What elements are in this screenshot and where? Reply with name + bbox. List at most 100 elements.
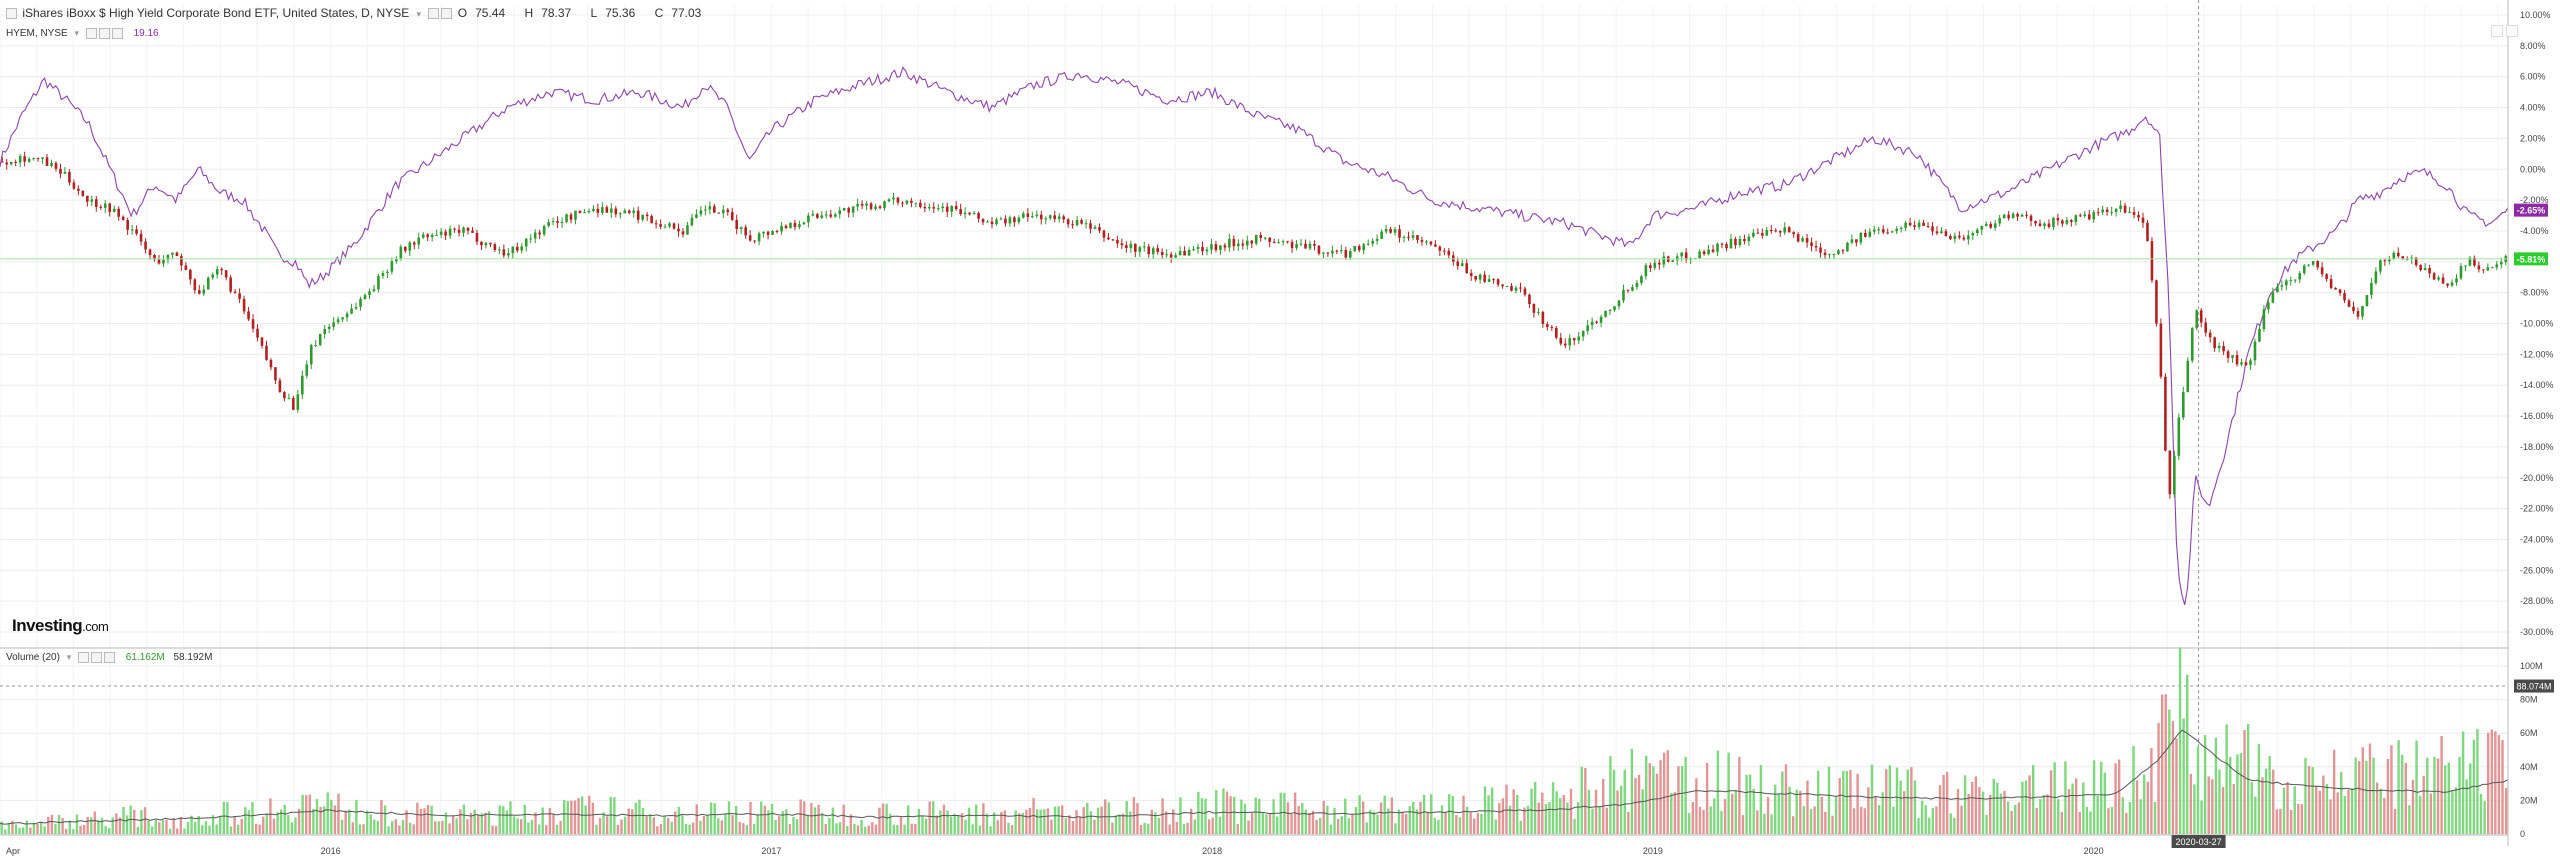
candle-body [2388,259,2391,262]
close-icon[interactable] [104,652,116,663]
volume-bar [1723,799,1727,834]
volume-bar [1831,815,1834,834]
volume-bar [2143,774,2146,834]
volume-bar [1265,814,1268,834]
maximize-icon[interactable] [2491,25,2503,37]
volume-bar [140,810,143,834]
candle-body [2329,279,2333,288]
candle-body [2128,212,2131,214]
candle-body [2186,360,2190,393]
volume-bar [1028,808,1032,834]
chevron-down-icon[interactable]: ▾ [74,28,79,39]
candle-body [959,209,962,215]
volume-bar [2006,801,2010,834]
volume-bar [727,801,731,834]
close-pane-icon[interactable] [2506,25,2518,37]
candle-body [27,158,31,162]
volume-bar [1394,823,1397,834]
candle-body [1519,287,1522,289]
candle-body [323,328,326,334]
candle-body [681,231,685,235]
eye-icon[interactable] [78,652,90,663]
chevron-down-icon[interactable]: ▾ [66,652,72,663]
candle-body [1089,223,1092,229]
volume-bar [1240,799,1243,834]
candle-body [466,227,470,231]
candle-body [919,202,922,207]
close-icon[interactable] [441,8,453,20]
volume-bar [251,802,254,834]
candle-body [1362,244,1366,251]
settings-icon[interactable] [98,28,110,39]
volume-bar [1523,807,1526,834]
candle-body [265,345,268,360]
volume-bar [2243,730,2246,834]
volume-bar [1100,806,1103,834]
candle-body [363,295,367,300]
volume-bar [853,823,856,834]
volume-bar [43,826,46,834]
volume-bar [1211,817,1214,834]
volume-bar [380,800,383,834]
candle-body [2110,211,2113,213]
settings-icon[interactable] [91,652,103,663]
volume-bar [2024,780,2028,834]
candle-body [2432,273,2436,280]
volume-bar [1082,807,1085,834]
candle-body [2235,355,2239,365]
volume-bar [254,823,258,834]
volume-bar [598,818,602,834]
candle-body [1890,231,1894,233]
volume-bar [2168,709,2171,834]
candle-body [68,171,71,183]
volume-bar [1763,813,1766,834]
volume-bar [111,817,114,834]
chevron-down-icon[interactable]: ▾ [416,9,422,19]
ohlc-readout: O 75.44 H 78.37 L 75.36 C 77.03 [458,6,718,20]
volume-bar [1655,773,1659,834]
candle-body [390,261,394,272]
volume-bar [480,813,483,834]
collapse-icon[interactable] [6,8,17,20]
candle-body [1004,218,1007,224]
candle-body [1313,243,1316,246]
close-icon[interactable] [111,28,123,39]
volume-bar [1888,765,1892,834]
candle-body [1286,241,1289,243]
candle-body [471,230,474,233]
candle-body [2365,295,2369,307]
candle-body [162,259,165,264]
volume-bar [272,818,276,834]
volume-bar [942,804,946,834]
candle-body [1039,214,1043,220]
candle-body [1460,263,1464,266]
candle-body [260,337,264,346]
candle-body [1357,246,1361,251]
volume-bar [398,825,401,834]
eye-icon[interactable] [85,28,97,39]
candle-body [2441,277,2445,284]
volume-bar [724,813,727,834]
volume-bar [1652,766,1655,834]
volume-bar [1426,811,1429,834]
volume-bar [738,821,741,834]
candle-body [1107,237,1110,240]
volume-bar [1709,806,1712,834]
volume-bar [1885,769,1888,834]
settings-icon[interactable] [428,8,440,20]
candle-body [2334,287,2337,290]
volume-bar [785,809,788,834]
volume-bar [201,825,204,834]
volume-bar [426,804,430,834]
volume-bar [1480,813,1483,834]
candle-body [1160,251,1164,256]
candle-body [1711,249,1715,252]
volume-bar [1695,778,1698,834]
volume-bar [2440,735,2443,834]
candle-body [556,221,559,223]
volume-bar [1877,805,1881,834]
candle-body [283,392,286,399]
volume-bar [1315,819,1318,834]
